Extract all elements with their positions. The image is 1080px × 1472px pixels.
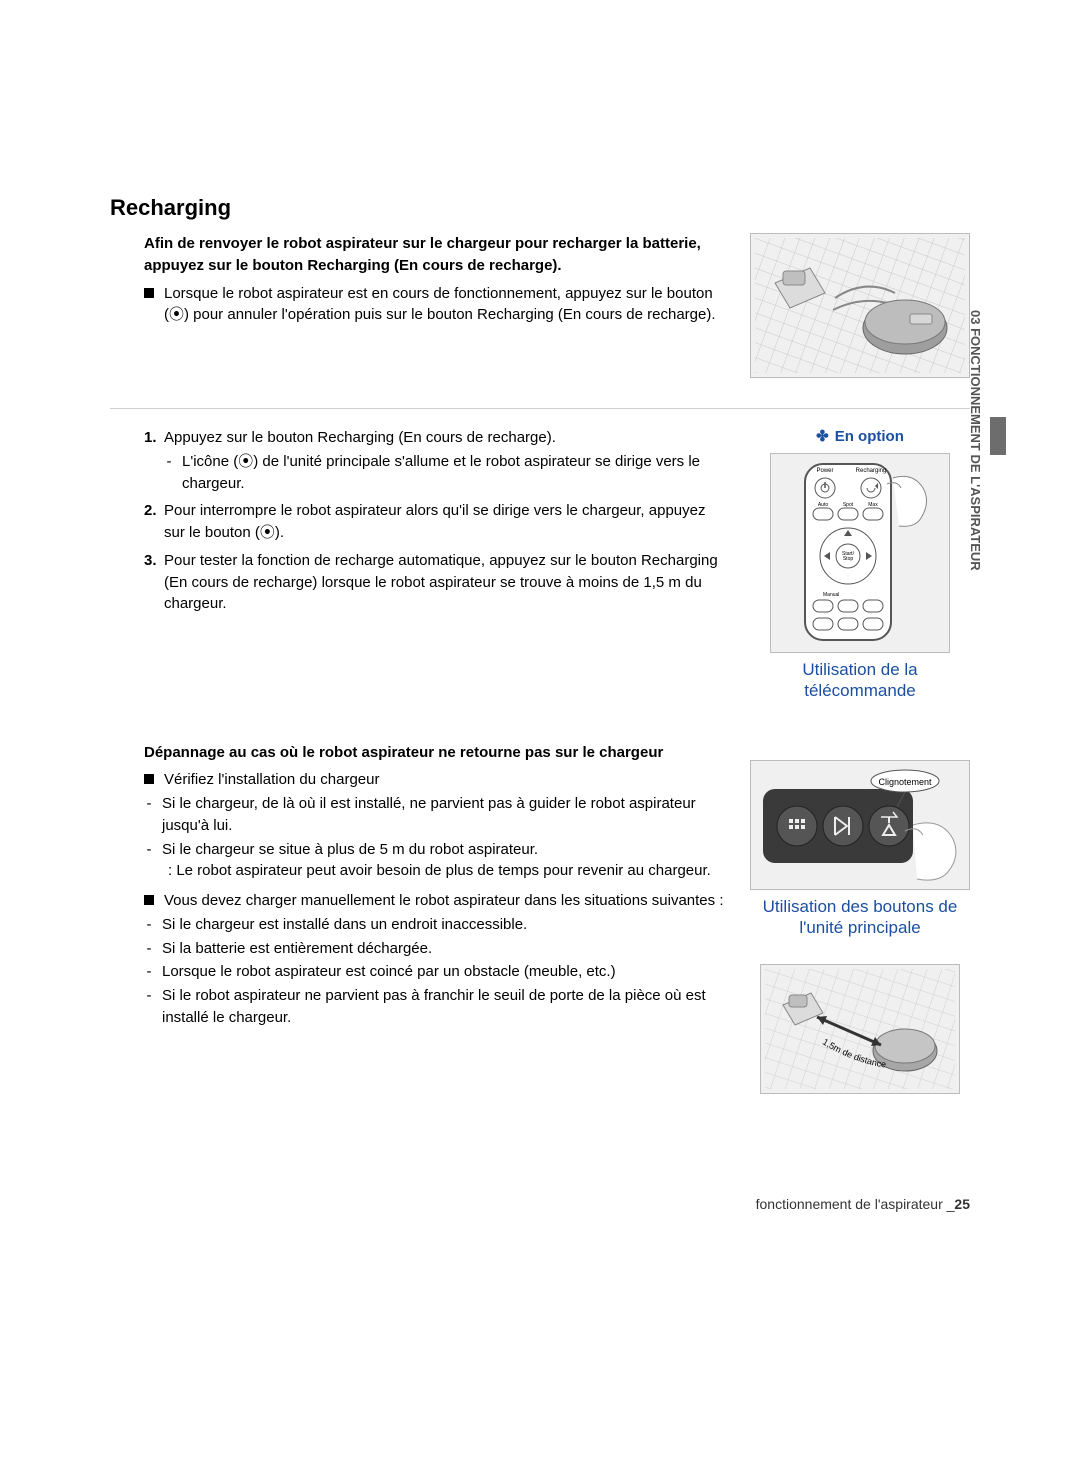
- figure-distance: 1,5m de distance: [760, 964, 960, 1094]
- figure-remote: Power Recharging Auto Spot Max Start/: [770, 453, 950, 653]
- steps-row: Appuyez sur le bouton Recharging (En cou…: [110, 427, 970, 702]
- dash-icon: -: [144, 938, 154, 960]
- ts-b2-sub1: - Si le chargeur est installé dans un en…: [144, 914, 726, 936]
- footer-text: fonctionnement de l'aspirateur _: [756, 1196, 955, 1212]
- footer-page: 25: [954, 1196, 970, 1212]
- page-footer: fonctionnement de l'aspirateur _25: [756, 1196, 970, 1212]
- figure-robot-docking: [750, 233, 970, 378]
- ts-bullet-2-text: Vous devez charger manuellement le robot…: [164, 890, 723, 912]
- intro-block: Afin de renvoyer le robot aspirateur sur…: [110, 233, 970, 378]
- dash-icon: -: [144, 914, 154, 936]
- intro-bullet-text: Lorsque le robot aspirateur est en cours…: [164, 283, 726, 327]
- ts-b2-sub2: - Si la batterie est entièrement décharg…: [144, 938, 726, 960]
- remote-max-label: Max: [868, 502, 878, 508]
- chapter-tab-marker: [990, 417, 1006, 455]
- bullet-square-icon: [144, 774, 154, 784]
- troubleshoot-row: Dépannage au cas où le robot aspirateur …: [110, 742, 970, 1095]
- unit-blink-label: Clignotement: [878, 777, 932, 787]
- chapter-tab-label: 03 FONCTIONNEMENT DE L'ASPIRATEUR: [968, 295, 983, 585]
- step-2-text: Pour interrompre le robot aspirateur alo…: [164, 502, 705, 541]
- step-1-sub-text: L'icône (⦿) de l'unité principale s'allu…: [182, 451, 726, 495]
- remote-column: ✤ En option Power Recharging: [750, 427, 970, 702]
- ts-b2-sub3: - Lorsque le robot aspirateur est coincé…: [144, 961, 726, 983]
- unit-column: Clignotement Utilisation des boutons de …: [750, 742, 970, 1095]
- step-3-text: Pour tester la fonction de recharge auto…: [164, 552, 718, 613]
- ts-bullet-2: Vous devez charger manuellement le robot…: [144, 890, 726, 912]
- remote-spot-label: Spot: [843, 502, 854, 508]
- manual-page: 03 FONCTIONNEMENT DE L'ASPIRATEUR Rechar…: [0, 0, 1080, 1472]
- step-2: Pour interrompre le robot aspirateur alo…: [144, 500, 726, 544]
- ts-b1-sub1-text: Si le chargeur, de là où il est installé…: [162, 793, 726, 837]
- remote-auto-label: Auto: [818, 502, 829, 508]
- ts-b1-sub2-note: : Le robot aspirateur peut avoir besoin …: [162, 862, 711, 879]
- troubleshoot-column: Dépannage au cas où le robot aspirateur …: [110, 742, 726, 1031]
- step-1-text: Appuyez sur le bouton Recharging (En cou…: [164, 429, 556, 446]
- intro-text: Afin de renvoyer le robot aspirateur sur…: [110, 233, 726, 326]
- dash-icon: -: [144, 985, 154, 1029]
- ts-b2-sub4: - Si le robot aspirateur ne parvient pas…: [144, 985, 726, 1029]
- figure-unit-buttons: Clignotement: [750, 760, 970, 890]
- ts-b1-sub2: - Si le chargeur se situe à plus de 5 m …: [144, 839, 726, 883]
- steps-column: Appuyez sur le bouton Recharging (En cou…: [110, 427, 726, 621]
- en-option-text: En option: [835, 428, 904, 445]
- bullet-square-icon: [144, 288, 154, 298]
- en-option-label: ✤ En option: [750, 427, 970, 445]
- ts-b2-sub3-text: Lorsque le robot aspirateur est coincé p…: [162, 961, 616, 983]
- steps-list: Appuyez sur le bouton Recharging (En cou…: [144, 427, 726, 615]
- remote-caption: Utilisation de la télécommande: [750, 659, 970, 702]
- divider: [110, 408, 970, 409]
- chapter-tab: 03 FONCTIONNEMENT DE L'ASPIRATEUR: [968, 295, 990, 585]
- dash-icon: -: [144, 793, 154, 837]
- step-3: Pour tester la fonction de recharge auto…: [144, 550, 726, 615]
- section-title: Recharging: [110, 195, 970, 221]
- troubleshoot-title: Dépannage au cas où le robot aspirateur …: [144, 742, 726, 764]
- unit-caption: Utilisation des boutons de l'unité princ…: [750, 896, 970, 939]
- intro-bold: Afin de renvoyer le robot aspirateur sur…: [144, 233, 726, 277]
- dash-icon: -: [164, 451, 174, 495]
- intro-bullet: Lorsque le robot aspirateur est en cours…: [144, 283, 726, 327]
- ts-b1-sub2-text: Si le chargeur se situe à plus de 5 m du…: [162, 841, 538, 858]
- bullet-square-icon: [144, 895, 154, 905]
- option-glyph-icon: ✤: [816, 428, 829, 445]
- dash-icon: -: [144, 839, 154, 883]
- ts-b1-sub1: - Si le chargeur, de là où il est instal…: [144, 793, 726, 837]
- remote-manual-label: Manual: [823, 592, 839, 598]
- ts-b2-sub1-text: Si le chargeur est installé dans un endr…: [162, 914, 527, 936]
- ts-bullet-1-text: Vérifiez l'installation du chargeur: [164, 769, 379, 791]
- remote-recharging-label: Recharging: [856, 468, 887, 474]
- svg-text:Stop: Stop: [843, 556, 854, 562]
- ts-b2-sub2-text: Si la batterie est entièrement déchargée…: [162, 938, 432, 960]
- dash-icon: -: [144, 961, 154, 983]
- step-1-sub: - L'icône (⦿) de l'unité principale s'al…: [164, 451, 726, 495]
- ts-b2-sub4-text: Si le robot aspirateur ne parvient pas à…: [162, 985, 726, 1029]
- remote-power-label: Power: [816, 468, 833, 474]
- ts-bullet-1: Vérifiez l'installation du chargeur: [144, 769, 726, 791]
- step-1: Appuyez sur le bouton Recharging (En cou…: [144, 427, 726, 494]
